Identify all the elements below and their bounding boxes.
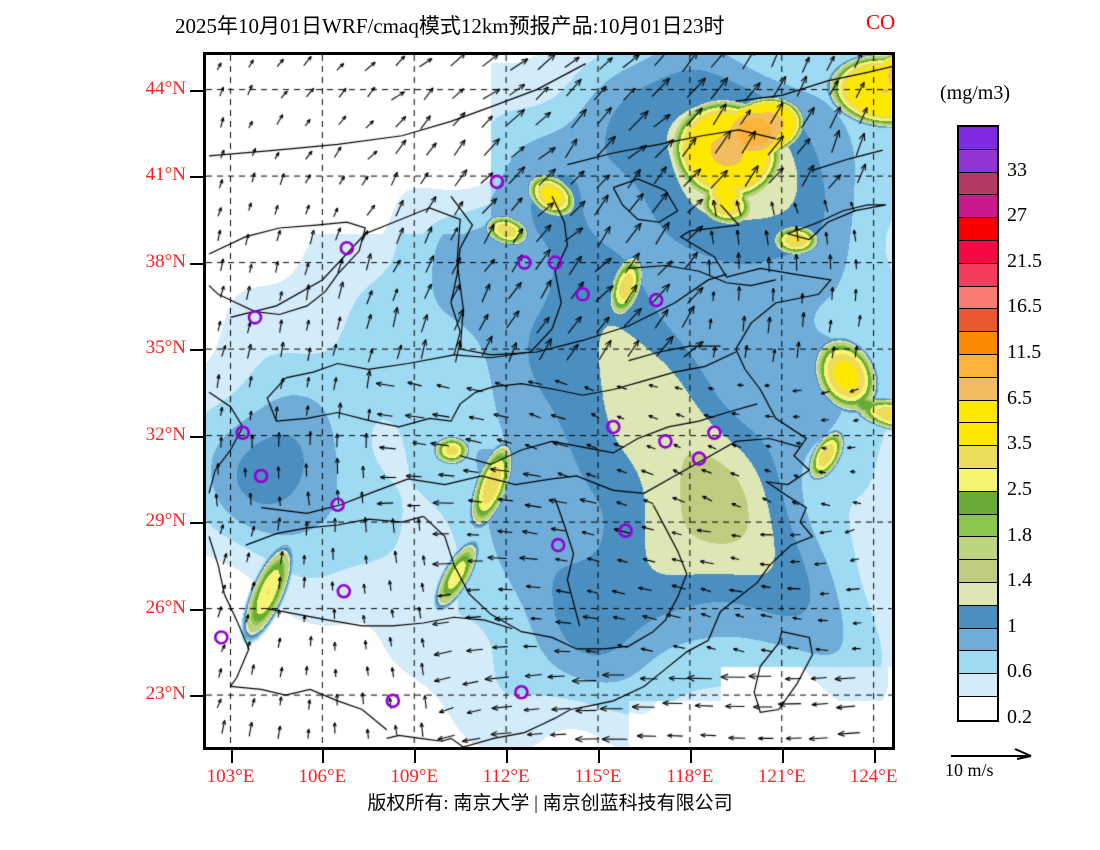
lat-tick	[190, 349, 203, 352]
colorbar-band	[959, 354, 997, 378]
lat-label: 32°N	[145, 423, 186, 445]
colorbar-tick-label: 27	[1007, 204, 1027, 227]
lat-label: 35°N	[145, 337, 186, 359]
colorbar-band	[959, 309, 997, 333]
colorbar-tick-label: 1	[1007, 614, 1017, 637]
lat-label: 41°N	[145, 164, 186, 186]
lon-label: 106°E	[298, 766, 347, 787]
lon-label: 103°E	[206, 766, 255, 787]
colorbar-band	[959, 605, 997, 629]
colorbar-band	[959, 377, 997, 401]
copyright-text: 版权所有: 南京大学 | 南京创蓝科技有限公司	[367, 793, 733, 814]
colorbar-band	[959, 582, 997, 606]
colorbar[interactable]	[957, 125, 999, 722]
species-label: CO	[866, 10, 896, 34]
lat-tick	[190, 608, 203, 611]
map-plot-frame[interactable]	[203, 52, 895, 750]
colorbar-tick-label: 1.4	[1007, 569, 1032, 592]
colorbar-band	[959, 263, 997, 287]
lon-tick	[414, 750, 417, 763]
wind-scale-label: 10 m/s	[945, 760, 994, 780]
colorbar-band	[959, 149, 997, 173]
colorbar-band	[959, 400, 997, 424]
colorbar-band	[959, 628, 997, 652]
page-title: 2025年10月01日WRF/cmaq模式12km预报产品:10月01日23时	[175, 14, 725, 38]
colorbar-band	[959, 172, 997, 196]
colorbar-tick-label: 1.8	[1007, 523, 1032, 546]
colorbar-tick-label: 0.6	[1007, 660, 1032, 683]
lat-tick	[190, 522, 203, 525]
colorbar-band	[959, 674, 997, 697]
lat-tick	[190, 262, 203, 265]
colorbar-band	[959, 491, 997, 515]
colorbar-tick-label: 6.5	[1007, 386, 1032, 409]
colorbar-band	[959, 423, 997, 447]
colorbar-band	[959, 195, 997, 219]
colorbar-band	[959, 651, 997, 675]
lon-tick	[598, 750, 600, 763]
lat-label: 23°N	[145, 683, 186, 705]
copyright-footer: 版权所有: 南京大学 | 南京创蓝科技有限公司	[0, 788, 1100, 815]
colorbar-units-label: (mg/m3)	[940, 82, 1010, 104]
lat-label: 44°N	[145, 77, 186, 99]
colorbar-band	[959, 286, 997, 310]
colorbar-band	[959, 127, 997, 150]
lat-tick	[190, 695, 203, 698]
wind-scale-arrow-icon	[951, 748, 1032, 760]
colorbar-tick-label: 2.5	[1007, 477, 1032, 500]
lon-label: 112°E	[482, 766, 530, 787]
lon-label: 121°E	[757, 766, 806, 787]
colorbar-tick-label: 3.5	[1007, 432, 1032, 455]
colorbar-band	[959, 468, 997, 492]
map-canvas[interactable]	[206, 55, 892, 747]
lon-tick	[689, 750, 692, 763]
lon-label: 118°E	[666, 766, 714, 787]
lon-label: 124°E	[849, 766, 898, 787]
colorbar-band	[959, 696, 997, 720]
colorbar-band	[959, 537, 997, 561]
colorbar-band	[959, 560, 997, 583]
lon-label: 109°E	[390, 766, 439, 787]
colorbar-tick-label: 11.5	[1007, 341, 1042, 364]
colorbar-tick-label: 16.5	[1007, 295, 1042, 318]
colorbar-tick-label: 21.5	[1007, 249, 1042, 272]
lat-label: 38°N	[145, 250, 186, 272]
lon-tick	[506, 750, 509, 763]
lat-label: 26°N	[145, 596, 186, 618]
lat-tick	[190, 89, 203, 92]
colorbar-band	[959, 218, 997, 241]
lat-tick	[190, 435, 203, 438]
colorbar-band	[959, 446, 997, 469]
lon-tick	[322, 750, 325, 763]
lon-tick	[873, 750, 876, 763]
lon-tick	[781, 750, 784, 763]
lat-tick	[190, 176, 203, 179]
colorbar-band	[959, 514, 997, 538]
lon-tick	[230, 750, 233, 763]
lon-label: 115°E	[574, 766, 622, 787]
colorbar-tick-label: 0.2	[1007, 706, 1032, 728]
chart-title-bar: 2025年10月01日WRF/cmaq模式12km预报产品:10月01日23时 …	[0, 10, 1100, 42]
colorbar-band	[959, 240, 997, 264]
colorbar-tick-label: 33	[1007, 158, 1027, 181]
colorbar-band	[959, 332, 997, 355]
lat-label: 29°N	[145, 510, 186, 532]
